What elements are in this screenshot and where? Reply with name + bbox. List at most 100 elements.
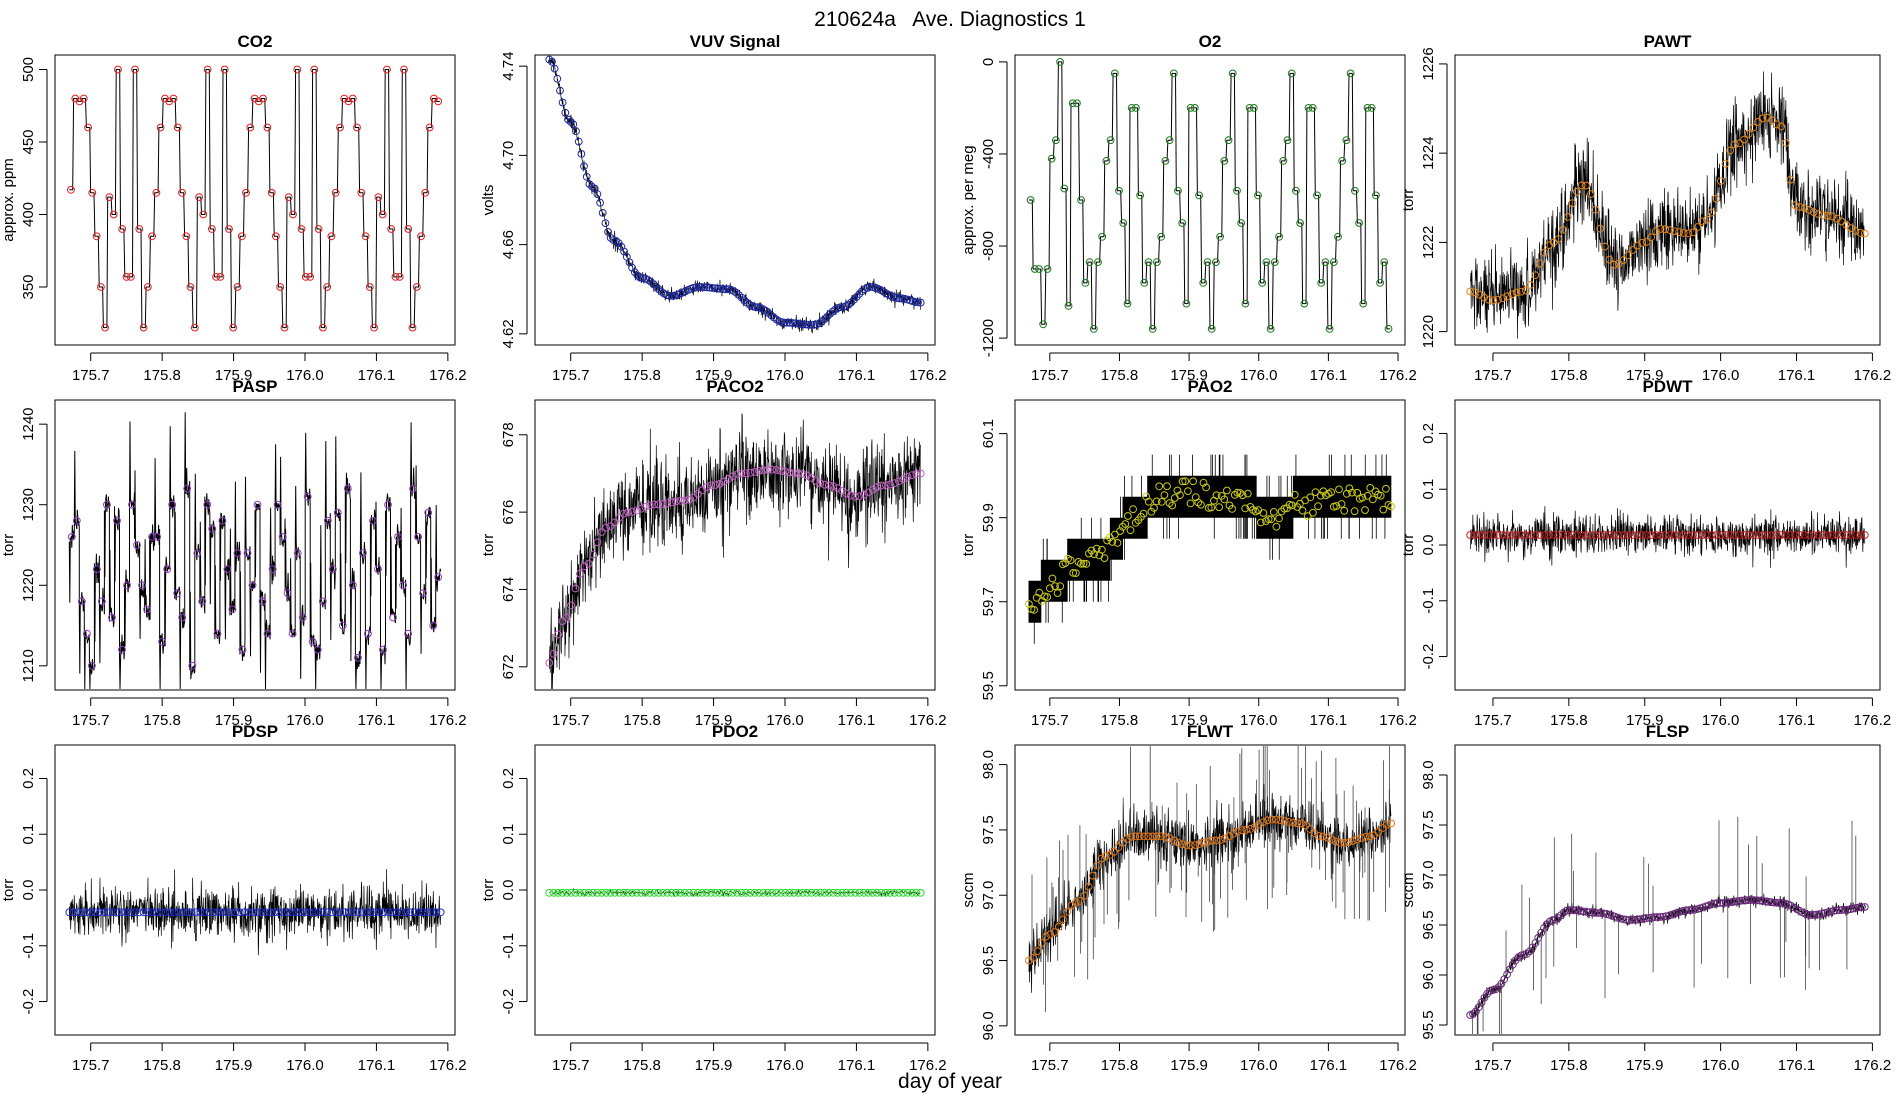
data-point bbox=[864, 488, 873, 497]
data-point bbox=[1060, 184, 1069, 193]
data-point bbox=[728, 888, 737, 897]
data-point bbox=[728, 472, 737, 481]
data-point bbox=[1619, 531, 1628, 539]
data-point bbox=[395, 273, 404, 281]
data-point bbox=[388, 908, 397, 917]
data-point bbox=[323, 908, 332, 917]
data-point bbox=[242, 188, 250, 197]
data-point bbox=[1642, 914, 1651, 923]
data-point bbox=[584, 559, 593, 568]
data-point bbox=[1263, 816, 1272, 825]
data-point bbox=[419, 589, 428, 598]
data-point bbox=[1749, 123, 1758, 132]
data-point bbox=[1804, 910, 1812, 919]
data-point bbox=[414, 533, 423, 541]
data-point bbox=[628, 888, 637, 897]
data-point bbox=[1292, 186, 1300, 195]
data-point bbox=[1048, 574, 1057, 583]
data-point bbox=[1025, 956, 1033, 965]
y-tick-label: 96.5 bbox=[1420, 910, 1437, 939]
x-tick-label: 176.0 bbox=[286, 367, 324, 384]
data-point bbox=[668, 292, 677, 300]
data-point bbox=[692, 283, 701, 292]
data-point bbox=[750, 468, 759, 476]
data-point bbox=[646, 277, 655, 286]
data-point bbox=[139, 908, 148, 917]
series-points bbox=[1466, 531, 1869, 539]
data-point bbox=[223, 565, 232, 574]
data-point bbox=[1246, 825, 1255, 833]
data-point bbox=[1123, 835, 1131, 843]
panel-title: PAO2 bbox=[1187, 377, 1232, 396]
data-point bbox=[1272, 815, 1280, 824]
data-point bbox=[685, 888, 693, 897]
data-point bbox=[680, 888, 689, 897]
data-point bbox=[1204, 837, 1212, 846]
data-point bbox=[297, 908, 305, 917]
x-tick-label: 176.0 bbox=[1240, 367, 1278, 384]
data-point bbox=[1220, 495, 1229, 504]
x-tick-label: 176.1 bbox=[358, 367, 396, 384]
panel-title: PAWT bbox=[1644, 32, 1692, 51]
data-point bbox=[1207, 325, 1216, 333]
data-point bbox=[1094, 258, 1102, 267]
data-point bbox=[1212, 258, 1220, 267]
x-tick-label: 176.1 bbox=[838, 1057, 876, 1074]
data-point bbox=[1296, 219, 1304, 227]
series-points bbox=[1025, 477, 1395, 614]
data-point bbox=[721, 285, 730, 294]
data-point bbox=[1624, 531, 1632, 539]
panel-flsp: FLSP 175.7 175.8 175.9 176.0 176.1 176.2 95.5 96… bbox=[1400, 722, 1891, 1074]
data-point bbox=[1565, 906, 1574, 914]
data-point bbox=[702, 888, 711, 897]
data-point bbox=[1123, 299, 1132, 308]
data-point bbox=[1568, 906, 1577, 914]
data-point bbox=[628, 263, 636, 272]
data-point bbox=[67, 533, 76, 541]
data-point bbox=[1262, 258, 1271, 267]
data-point bbox=[868, 485, 877, 494]
y-tick-label: 1240 bbox=[20, 407, 37, 440]
data-point bbox=[91, 908, 100, 917]
data-point bbox=[298, 613, 307, 622]
data-point bbox=[1181, 477, 1190, 486]
x-tick-label: 176.2 bbox=[429, 712, 467, 729]
data-point bbox=[610, 518, 619, 527]
data-point bbox=[1256, 518, 1265, 527]
x-tick-label: 176.0 bbox=[1702, 1057, 1740, 1074]
data-point bbox=[1045, 584, 1054, 593]
y-tick-label: -0.1 bbox=[1420, 588, 1437, 614]
data-point bbox=[387, 225, 396, 233]
data-point bbox=[1283, 136, 1292, 145]
data-point bbox=[1056, 582, 1065, 591]
data-point bbox=[284, 193, 293, 202]
data-point bbox=[781, 888, 790, 897]
data-point bbox=[672, 497, 680, 506]
x-tick-label: 175.7 bbox=[1474, 1057, 1512, 1074]
data-point bbox=[1178, 477, 1187, 486]
panel-title: PASP bbox=[232, 377, 277, 396]
data-point bbox=[220, 65, 229, 74]
data-point bbox=[715, 479, 724, 488]
data-point bbox=[174, 908, 183, 917]
data-point bbox=[1165, 499, 1174, 508]
data-point bbox=[733, 888, 742, 897]
data-point bbox=[580, 162, 588, 171]
data-point bbox=[914, 298, 922, 307]
data-point bbox=[1630, 915, 1639, 924]
data-point bbox=[1346, 69, 1355, 78]
x-tick-label: 175.9 bbox=[695, 712, 733, 729]
data-point bbox=[705, 283, 714, 292]
data-point bbox=[1280, 817, 1289, 825]
data-point bbox=[1517, 287, 1526, 296]
data-point bbox=[816, 888, 825, 897]
data-point bbox=[1366, 484, 1375, 492]
data-point bbox=[577, 150, 586, 158]
data-point bbox=[384, 500, 392, 509]
data-point bbox=[1633, 915, 1642, 924]
data-point bbox=[289, 210, 297, 219]
data-point bbox=[836, 303, 845, 312]
data-point bbox=[280, 323, 289, 332]
data-point bbox=[833, 484, 842, 493]
data-point bbox=[767, 311, 775, 320]
